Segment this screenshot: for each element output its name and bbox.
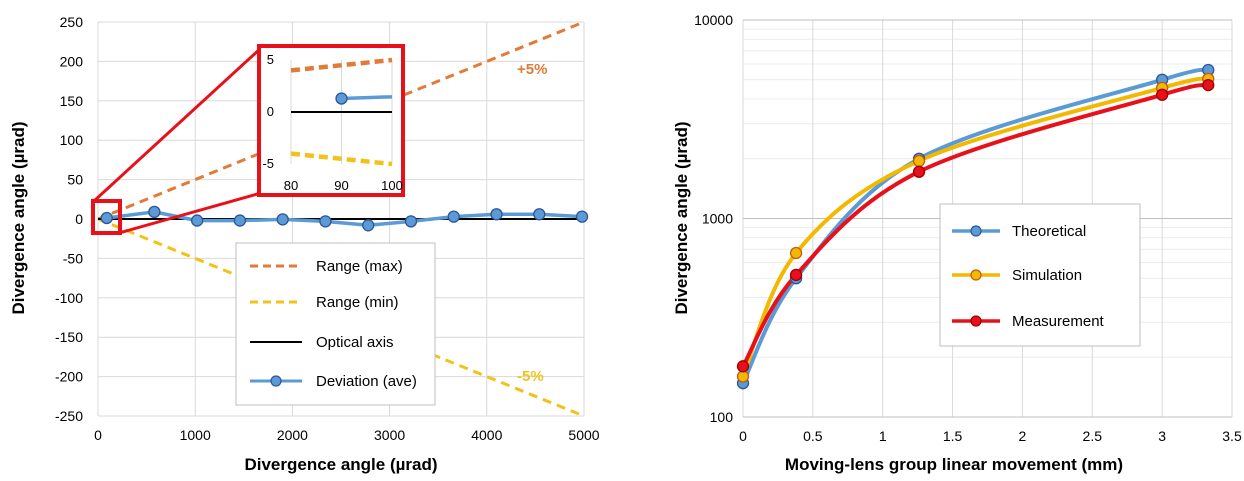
right-x-tick-label: 0.5 — [803, 428, 823, 444]
left-y-tick-label: 150 — [60, 93, 84, 109]
left-point-deviation-ave — [100, 211, 113, 225]
right-x-tick-label: 2.5 — [1083, 428, 1103, 444]
left-y-tick-label: 50 — [67, 172, 83, 188]
legend-label-deviation: Deviation (ave) — [316, 373, 417, 390]
left-point-deviation-ave — [533, 208, 546, 221]
legend-marker-deviation — [270, 375, 282, 387]
legend-label-range-max: Range (max) — [316, 258, 403, 275]
left-x-tick-label: 1000 — [180, 427, 211, 443]
legend-marker-theoretical — [970, 225, 982, 237]
inset-x-tick-label: 80 — [284, 178, 298, 193]
right-x-tick-label: 2 — [1019, 428, 1027, 444]
inset-deviation-point — [335, 92, 348, 105]
inset-x-tick-label: 100 — [381, 178, 403, 193]
right-x-tick-label: 1.5 — [943, 428, 963, 444]
legend-marker-simulation — [970, 269, 982, 281]
left-point-deviation-ave — [148, 205, 161, 219]
left-y-tick-label: 100 — [60, 132, 84, 148]
right-point-simulation — [736, 370, 750, 383]
left-legend-box — [235, 242, 436, 406]
right-point-measurement — [736, 360, 750, 373]
right-chart: 0 0.5 1 1.5 2 2.5 3 3.5 10000 1000 100 Moving-lens… — [672, 12, 1242, 474]
zoom-callout — [91, 46, 263, 235]
zoom-connector-top — [92, 46, 263, 203]
inset-y-tick-label: -5 — [262, 156, 274, 171]
right-point-measurement — [1202, 78, 1215, 92]
left-y-tick-label: 250 — [60, 14, 84, 30]
right-point-simulation — [789, 246, 803, 260]
inset-y-tick-label: 0 — [267, 104, 274, 119]
right-point-measurement — [789, 268, 803, 282]
right-point-measurement — [912, 165, 926, 178]
inset-x-tick-label: 90 — [334, 178, 348, 193]
left-y-tick-label: -150 — [55, 329, 83, 345]
left-x-tick-label: 4000 — [471, 427, 502, 443]
right-x-tick-label: 1 — [879, 428, 887, 444]
left-point-deviation-ave — [276, 213, 289, 226]
left-point-deviation-ave — [319, 215, 332, 228]
annotation-plus5: +5% — [517, 61, 547, 78]
right-x-axis-title: Moving-lens group linear movement (mm) — [785, 455, 1123, 474]
left-y-tick-label: -50 — [63, 250, 83, 266]
left-y-tick-label: 0 — [75, 211, 83, 227]
left-x-tick-label: 3000 — [374, 427, 405, 443]
left-series-deviation-ave — [106, 210, 583, 228]
legend-label-optical-axis: Optical axis — [316, 334, 394, 351]
right-y-tick-label: 1000 — [702, 211, 733, 227]
inset-range-min — [290, 151, 393, 167]
left-x-tick-label: 2000 — [277, 427, 308, 443]
left-point-deviation-ave — [362, 219, 375, 232]
right-x-tick-label: 3.5 — [1222, 428, 1242, 444]
right-grid — [742, 19, 1233, 418]
left-y-tick-label: -100 — [55, 290, 83, 306]
left-y-tick-label: -200 — [55, 369, 83, 385]
annotation-minus5: -5% — [517, 368, 544, 385]
left-point-deviation-ave — [575, 210, 589, 223]
inset-deviation-line — [341, 95, 393, 101]
left-x-tick-label: 0 — [94, 427, 102, 443]
right-legend: Theoretical Simulation Measurement — [939, 203, 1141, 347]
left-legend: Range (max) Range (min) Optical axis Dev… — [235, 242, 436, 406]
inset-frame — [257, 44, 405, 197]
left-chart: 0 1000 2000 3000 4000 5000250200150100500-50-… — [9, 14, 600, 474]
right-ticks: 0 0.5 1 1.5 2 2.5 3 3.5 10000 1000 100 — [694, 12, 1242, 444]
inset-y-tick-label: 5 — [267, 52, 274, 67]
left-y-tick-label: -250 — [55, 408, 83, 424]
left-y-axis-title: Divergence angle (µrad) — [9, 121, 28, 314]
left-point-deviation-ave — [190, 214, 204, 227]
right-point-simulation — [912, 154, 926, 168]
legend-label-simulation: Simulation — [1012, 267, 1082, 284]
right-x-tick-label: 0 — [739, 428, 747, 444]
legend-label-theoretical: Theoretical — [1012, 223, 1086, 240]
right-point-measurement — [1155, 88, 1169, 101]
left-point-deviation-ave — [233, 214, 247, 227]
legend-label-range-min: Range (min) — [316, 294, 399, 311]
right-y-tick-label: 10000 — [694, 12, 733, 28]
left-y-tick-label: 200 — [60, 53, 84, 69]
legend-label-measurement: Measurement — [1012, 313, 1105, 330]
left-point-deviation-ave — [404, 215, 418, 228]
left-point-deviation-ave — [490, 208, 503, 221]
inset-chart: 80 90 100 5 0 -5 — [257, 44, 405, 197]
left-point-deviation-ave — [447, 210, 460, 223]
right-series — [736, 63, 1215, 390]
legend-marker-measurement — [970, 315, 982, 327]
zoom-connector-bottom — [118, 191, 262, 235]
left-x-axis-title: Divergence angle (µrad) — [244, 455, 437, 474]
inset-range-max — [290, 57, 393, 73]
left-x-tick-label: 5000 — [568, 427, 599, 443]
right-y-tick-label: 100 — [710, 409, 734, 425]
right-y-axis-title: Divergence angle (µrad) — [672, 121, 691, 314]
left-ticks: 0 1000 2000 3000 4000 5000250200150100500-50-… — [55, 14, 600, 443]
zoom-highlight-box — [91, 199, 122, 235]
inset-content: 80 90 100 5 0 -5 — [262, 52, 402, 193]
right-x-tick-label: 3 — [1158, 428, 1166, 444]
